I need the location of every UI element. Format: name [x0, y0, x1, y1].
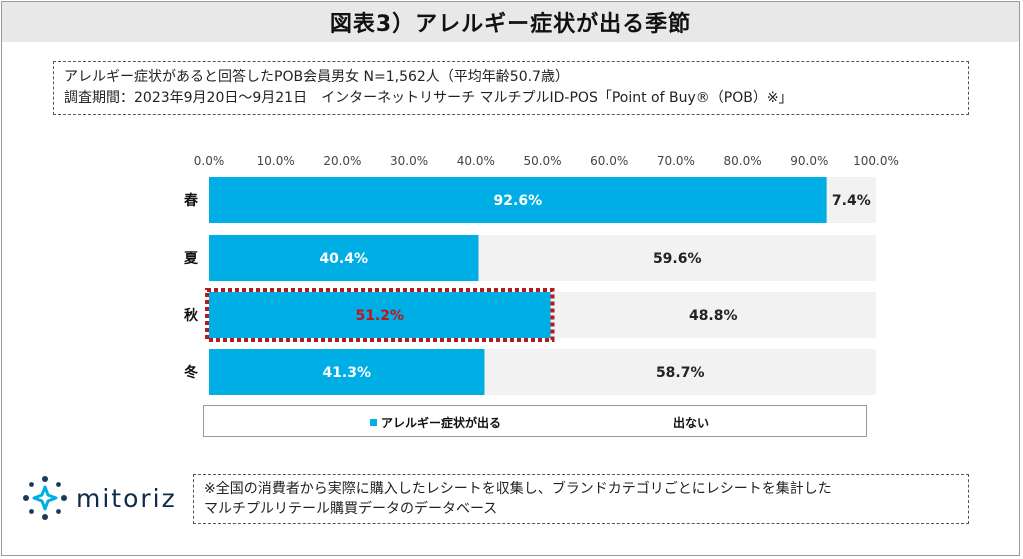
highlight-outline: [205, 288, 555, 342]
bar-segment-none: [550, 292, 876, 338]
x-tick-label: 80.0%: [724, 154, 762, 168]
legend-swatch-symptom: [370, 419, 377, 426]
footnote-line-1: ※全国の消費者から実際に購入したレシートを収集し、ブランドカテゴリごとにレシート…: [204, 481, 832, 497]
stacked-bar-chart: 0.0% 10.0% 20.0% 30.0% 40.0% 50.0% 60.0% 70.0% 8…: [183, 154, 899, 395]
x-tick-label: 70.0%: [657, 154, 695, 168]
bar-segment-none: [484, 349, 876, 395]
legend-label-symptom: アレルギー症状が出る: [381, 416, 502, 430]
bar-segment-none: [826, 177, 876, 223]
survey-info-line-2: 調査期間：2023年9月20日～9月21日 インターネットリサーチ マルチプルI…: [64, 90, 793, 106]
legend-label-none: 出ない: [673, 416, 710, 430]
category-label: 夏: [184, 250, 199, 267]
x-tick-label: 30.0%: [390, 154, 428, 168]
x-tick-label: 100.0%: [853, 154, 899, 168]
x-tick-label: 90.0%: [790, 154, 828, 168]
data-label-symptom: 40.4%: [319, 251, 368, 267]
data-label-none: 7.4%: [832, 193, 871, 209]
data-label-none: 48.8%: [689, 308, 738, 324]
chart-title: 図表3）アレルギー症状が出る季節: [329, 12, 692, 37]
bar-segment-symptom: [209, 177, 827, 223]
footnote-line-2: マルチプルリテール購買データのデータベース: [204, 501, 498, 517]
mitoriz-logo-text: mitoriz: [76, 483, 177, 513]
category-label: 春: [183, 192, 199, 209]
x-tick-label: 60.0%: [590, 154, 628, 168]
x-tick-label: 10.0%: [257, 154, 295, 168]
data-label-none: 59.6%: [653, 251, 702, 267]
data-label-none: 58.7%: [656, 365, 705, 381]
category-label: 秋: [184, 307, 199, 324]
legend-item-none: 出ない: [673, 414, 709, 431]
data-label-symptom: 51.2%: [355, 308, 404, 324]
mitoriz-logo-icon: [23, 476, 67, 520]
chart-legend: アレルギー症状が出る 出ない: [203, 405, 867, 437]
x-tick-label: 0.0%: [194, 154, 225, 168]
bar-segment-symptom: [209, 349, 485, 395]
x-tick-label: 20.0%: [323, 154, 361, 168]
legend-item-symptom: アレルギー症状が出る: [370, 414, 501, 431]
survey-info-box: アレルギー症状があると回答したPOB会員男女 N=1,562人（平均年齢50.7…: [53, 61, 969, 115]
bar-segment-symptom: [209, 292, 551, 338]
bar-segment-symptom: [209, 235, 479, 281]
data-label-symptom: 92.6%: [494, 193, 543, 209]
bar-segment-none: [478, 235, 876, 281]
x-tick-label: 40.0%: [457, 154, 495, 168]
footnote-box: ※全国の消費者から実際に購入したレシートを収集し、ブランドカテゴリごとにレシート…: [193, 474, 969, 524]
chart-title-bar: 図表3）アレルギー症状が出る季節: [2, 2, 1019, 42]
category-label: 冬: [184, 364, 198, 381]
x-tick-label: 50.0%: [523, 154, 561, 168]
data-label-symptom: 41.3%: [322, 365, 371, 381]
survey-info-line-1: アレルギー症状があると回答したPOB会員男女 N=1,562人（平均年齢50.7…: [64, 69, 569, 85]
mitoriz-logo: mitoriz: [22, 474, 177, 522]
